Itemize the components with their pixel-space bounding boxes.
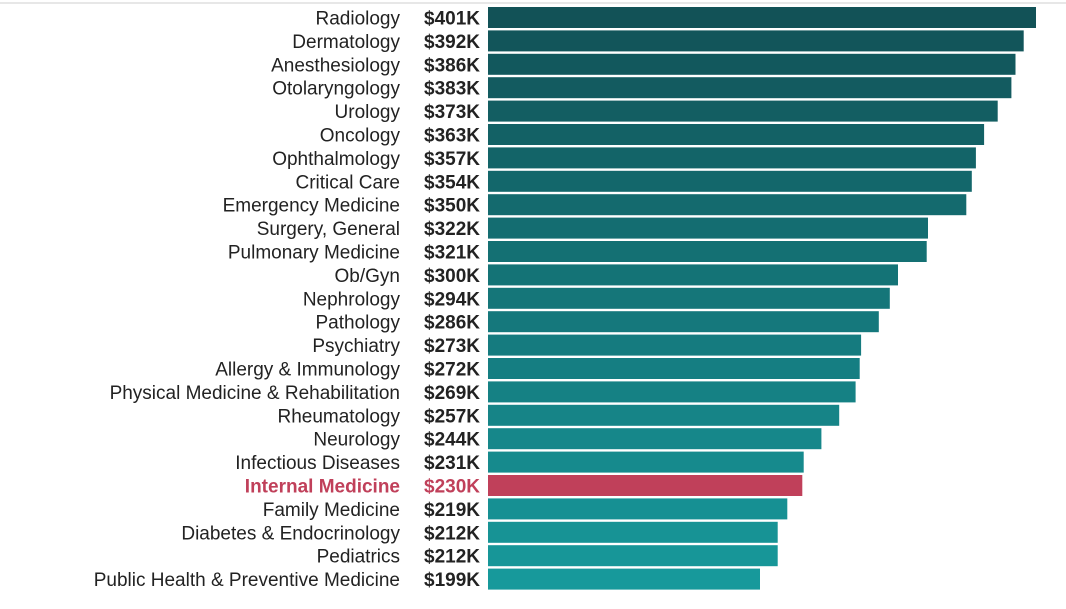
category-label: Nephrology bbox=[303, 289, 401, 310]
bar bbox=[488, 30, 1024, 52]
value-label: $272K bbox=[424, 360, 480, 381]
category-label: Critical Care bbox=[295, 172, 400, 193]
value-label: $300K bbox=[424, 266, 480, 287]
bar bbox=[488, 475, 803, 496]
value-label: $212K bbox=[424, 547, 480, 568]
value-label: $294K bbox=[424, 289, 480, 310]
bar bbox=[488, 334, 862, 356]
category-label: Surgery, General bbox=[257, 219, 400, 240]
bar bbox=[488, 264, 898, 286]
value-label: $354K bbox=[424, 172, 480, 193]
value-label: $401K bbox=[424, 9, 480, 30]
bar bbox=[488, 7, 1036, 28]
bar bbox=[488, 287, 890, 309]
bar bbox=[488, 521, 778, 543]
bar bbox=[488, 428, 822, 450]
category-label: Psychiatry bbox=[312, 336, 400, 357]
category-label: Emergency Medicine bbox=[223, 196, 400, 217]
category-label: Physical Medicine & Rehabilitation bbox=[110, 383, 400, 404]
bar bbox=[488, 568, 760, 590]
bar bbox=[488, 170, 972, 192]
category-label: Pediatrics bbox=[317, 547, 400, 568]
bars-layer bbox=[488, 7, 1036, 590]
category-label: Pulmonary Medicine bbox=[228, 243, 400, 264]
value-label: $386K bbox=[424, 55, 480, 76]
bar bbox=[488, 100, 998, 122]
labels-layer: Radiology $401K Dermatology $392K Anesthesio… bbox=[94, 9, 481, 592]
bar bbox=[488, 381, 856, 403]
value-label: $383K bbox=[424, 79, 480, 100]
category-label: Allergy & Immunology bbox=[215, 360, 400, 381]
value-label: $219K bbox=[424, 500, 480, 521]
value-label: $322K bbox=[424, 219, 480, 240]
bar bbox=[488, 498, 788, 520]
bar bbox=[488, 77, 1012, 99]
value-label: $244K bbox=[424, 430, 480, 451]
bar bbox=[488, 241, 927, 262]
bar bbox=[488, 404, 840, 426]
value-label: $321K bbox=[424, 243, 480, 264]
category-label: Family Medicine bbox=[263, 500, 400, 521]
value-label: $273K bbox=[424, 336, 480, 357]
bar bbox=[488, 217, 928, 239]
bar bbox=[488, 311, 879, 333]
category-label: Public Health & Preventive Medicine bbox=[94, 570, 400, 591]
value-label: $212K bbox=[424, 523, 480, 544]
category-label: Ob/Gyn bbox=[335, 266, 400, 287]
value-label: $269K bbox=[424, 383, 480, 404]
category-label: Rheumatology bbox=[277, 406, 400, 427]
category-label: Anesthesiology bbox=[271, 55, 400, 76]
value-label: $230K bbox=[424, 477, 480, 498]
value-label: $231K bbox=[424, 453, 480, 474]
bar bbox=[488, 358, 860, 379]
category-label: Pathology bbox=[315, 313, 400, 334]
category-label: Infectious Diseases bbox=[235, 453, 400, 474]
value-label: $373K bbox=[424, 102, 480, 123]
value-label: $350K bbox=[424, 196, 480, 217]
value-label: $392K bbox=[424, 32, 480, 53]
category-label: Dermatology bbox=[292, 32, 400, 53]
category-label: Ophthalmology bbox=[272, 149, 400, 170]
category-label: Internal Medicine bbox=[245, 477, 400, 498]
bar bbox=[488, 545, 778, 567]
value-label: $257K bbox=[424, 406, 480, 427]
category-label: Otolaryngology bbox=[272, 79, 400, 100]
bar bbox=[488, 451, 804, 473]
category-label: Radiology bbox=[316, 9, 401, 30]
value-label: $199K bbox=[424, 570, 480, 591]
value-label: $357K bbox=[424, 149, 480, 170]
bar bbox=[488, 147, 976, 169]
value-label: $286K bbox=[424, 313, 480, 334]
bar bbox=[488, 53, 1016, 75]
bar bbox=[488, 194, 967, 216]
category-label: Oncology bbox=[320, 126, 401, 147]
category-label: Diabetes & Endocrinology bbox=[181, 523, 400, 544]
category-label: Neurology bbox=[313, 430, 400, 451]
value-label: $363K bbox=[424, 126, 480, 147]
category-label: Urology bbox=[335, 102, 401, 123]
bar bbox=[488, 124, 985, 145]
